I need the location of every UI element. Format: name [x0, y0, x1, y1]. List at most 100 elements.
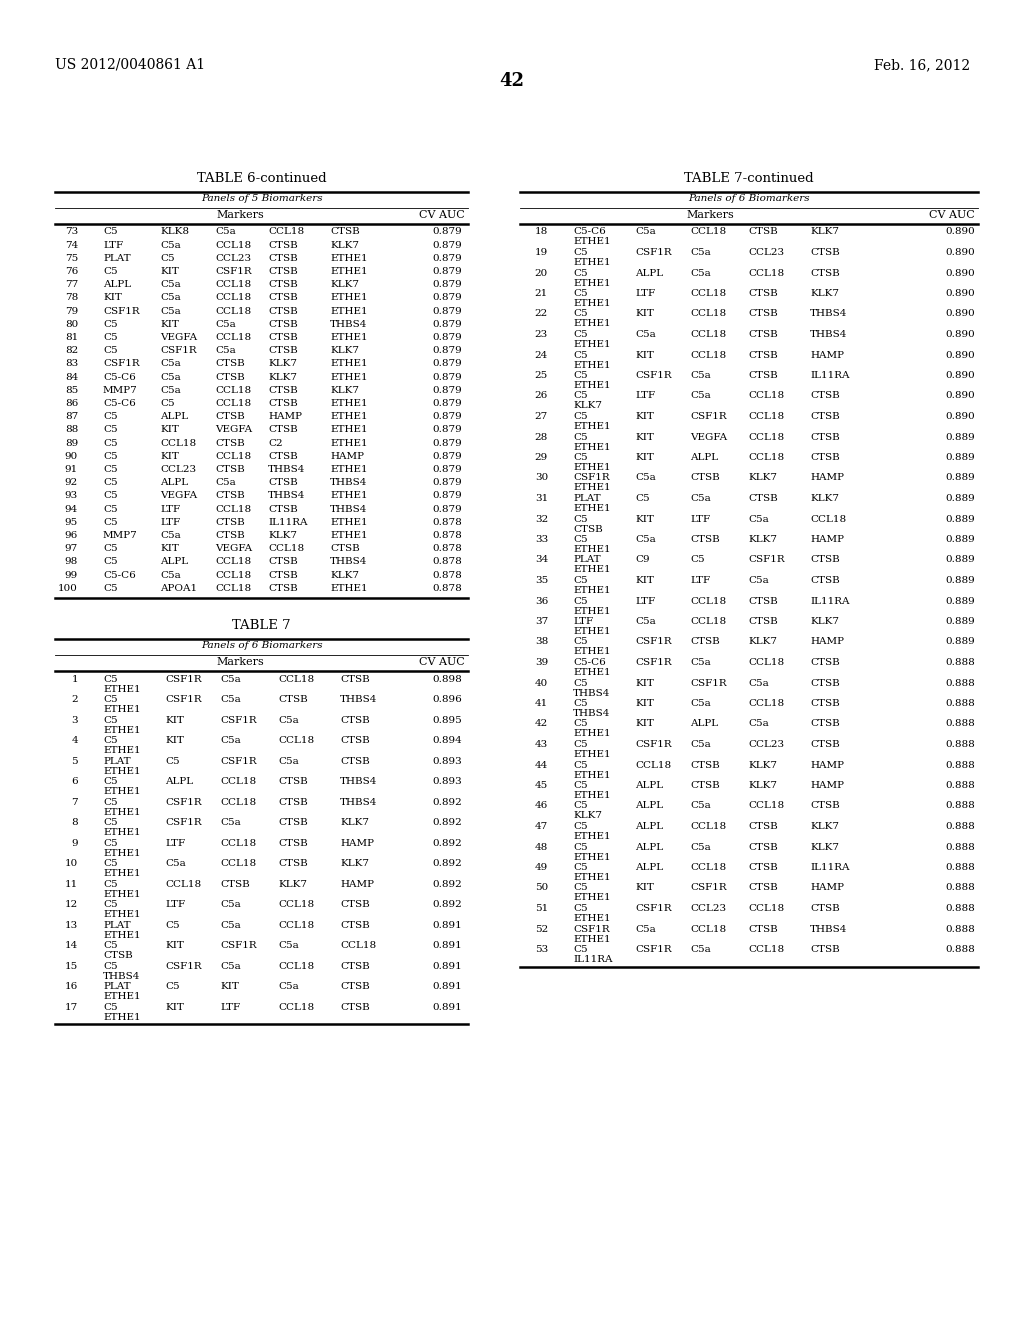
Text: ETHE1: ETHE1 [103, 869, 140, 878]
Text: 0.879: 0.879 [432, 319, 462, 329]
Text: 96: 96 [65, 531, 78, 540]
Text: HAMP: HAMP [810, 474, 844, 483]
Text: CV AUC: CV AUC [419, 657, 465, 667]
Text: CCL23: CCL23 [690, 904, 726, 913]
Text: ETHE1: ETHE1 [330, 359, 368, 368]
Text: C5a: C5a [690, 371, 711, 380]
Text: C5a: C5a [220, 675, 241, 684]
Text: 2: 2 [72, 696, 78, 704]
Text: ETHE1: ETHE1 [103, 1012, 140, 1022]
Text: KLK8: KLK8 [160, 227, 189, 236]
Text: C5: C5 [635, 494, 649, 503]
Text: IL11RA: IL11RA [810, 597, 850, 606]
Text: ETHE1: ETHE1 [330, 372, 368, 381]
Text: 0.889: 0.889 [945, 535, 975, 544]
Text: 92: 92 [65, 478, 78, 487]
Text: 1: 1 [72, 675, 78, 684]
Text: CSF1R: CSF1R [165, 818, 202, 828]
Text: CTSB: CTSB [278, 859, 308, 869]
Text: THBS4: THBS4 [573, 689, 610, 697]
Text: CTSB: CTSB [810, 700, 840, 708]
Text: KIT: KIT [635, 678, 654, 688]
Text: ETHE1: ETHE1 [103, 931, 140, 940]
Text: CCL18: CCL18 [220, 859, 256, 869]
Text: 0.879: 0.879 [432, 240, 462, 249]
Text: C5: C5 [160, 399, 175, 408]
Text: C5a: C5a [160, 385, 181, 395]
Text: 27: 27 [535, 412, 548, 421]
Text: CTSB: CTSB [268, 583, 298, 593]
Text: KLK7: KLK7 [330, 240, 359, 249]
Text: CTSB: CTSB [340, 920, 370, 929]
Text: KIT: KIT [635, 453, 654, 462]
Text: ETHE1: ETHE1 [103, 808, 140, 817]
Text: 100: 100 [58, 583, 78, 593]
Text: TABLE 7-continued: TABLE 7-continued [684, 172, 814, 185]
Text: 0.888: 0.888 [945, 678, 975, 688]
Text: CCL18: CCL18 [278, 675, 314, 684]
Text: 34: 34 [535, 556, 548, 565]
Text: 0.879: 0.879 [432, 385, 462, 395]
Text: 41: 41 [535, 700, 548, 708]
Text: 0.879: 0.879 [432, 346, 462, 355]
Text: 0.889: 0.889 [945, 494, 975, 503]
Text: CCL18: CCL18 [220, 777, 256, 787]
Text: CTSB: CTSB [810, 741, 840, 748]
Text: 0.888: 0.888 [945, 801, 975, 810]
Text: CTSB: CTSB [690, 535, 720, 544]
Text: ETHE1: ETHE1 [103, 909, 140, 919]
Text: KLK7: KLK7 [278, 879, 307, 888]
Text: CCL18: CCL18 [748, 268, 784, 277]
Text: C5: C5 [165, 982, 179, 991]
Text: VEGFA: VEGFA [690, 433, 727, 441]
Text: CTSB: CTSB [215, 372, 245, 381]
Text: TABLE 6-continued: TABLE 6-continued [197, 172, 327, 185]
Text: C5: C5 [103, 777, 118, 787]
Text: 0.878: 0.878 [432, 557, 462, 566]
Text: C5: C5 [573, 760, 588, 770]
Text: 0.879: 0.879 [432, 504, 462, 513]
Text: THBS4: THBS4 [103, 972, 140, 981]
Text: C5: C5 [103, 438, 118, 447]
Text: CTSB: CTSB [268, 240, 298, 249]
Text: LTF: LTF [165, 838, 185, 847]
Text: CTSB: CTSB [810, 453, 840, 462]
Text: 0.878: 0.878 [432, 570, 462, 579]
Text: THBS4: THBS4 [810, 309, 848, 318]
Text: CTSB: CTSB [215, 531, 245, 540]
Text: CTSB: CTSB [810, 412, 840, 421]
Text: 0.879: 0.879 [432, 465, 462, 474]
Text: 18: 18 [535, 227, 548, 236]
Text: ALPL: ALPL [635, 801, 664, 810]
Text: 0.879: 0.879 [432, 451, 462, 461]
Text: 50: 50 [535, 883, 548, 892]
Text: KIT: KIT [635, 700, 654, 708]
Text: THBS4: THBS4 [340, 797, 378, 807]
Text: ETHE1: ETHE1 [573, 545, 610, 554]
Text: CTSB: CTSB [748, 924, 778, 933]
Text: CTSB: CTSB [268, 425, 298, 434]
Text: 0.879: 0.879 [432, 280, 462, 289]
Text: 0.879: 0.879 [432, 438, 462, 447]
Text: CCL18: CCL18 [690, 822, 726, 832]
Text: C5a: C5a [635, 474, 655, 483]
Text: 44: 44 [535, 760, 548, 770]
Text: C5a: C5a [635, 330, 655, 339]
Text: THBS4: THBS4 [330, 478, 368, 487]
Text: LTF: LTF [573, 616, 593, 626]
Text: KLK7: KLK7 [573, 401, 602, 411]
Text: Markers: Markers [216, 657, 264, 667]
Text: 0.890: 0.890 [945, 309, 975, 318]
Text: CCL18: CCL18 [690, 227, 726, 236]
Text: LTF: LTF [103, 240, 123, 249]
Text: HAMP: HAMP [810, 883, 844, 892]
Text: CCL18: CCL18 [215, 570, 251, 579]
Text: ETHE1: ETHE1 [103, 685, 140, 693]
Text: C5: C5 [103, 838, 118, 847]
Text: CCL18: CCL18 [278, 900, 314, 909]
Text: 49: 49 [535, 863, 548, 873]
Text: 0.889: 0.889 [945, 638, 975, 647]
Text: LTF: LTF [635, 392, 655, 400]
Text: VEGFA: VEGFA [215, 425, 252, 434]
Text: 0.888: 0.888 [945, 741, 975, 748]
